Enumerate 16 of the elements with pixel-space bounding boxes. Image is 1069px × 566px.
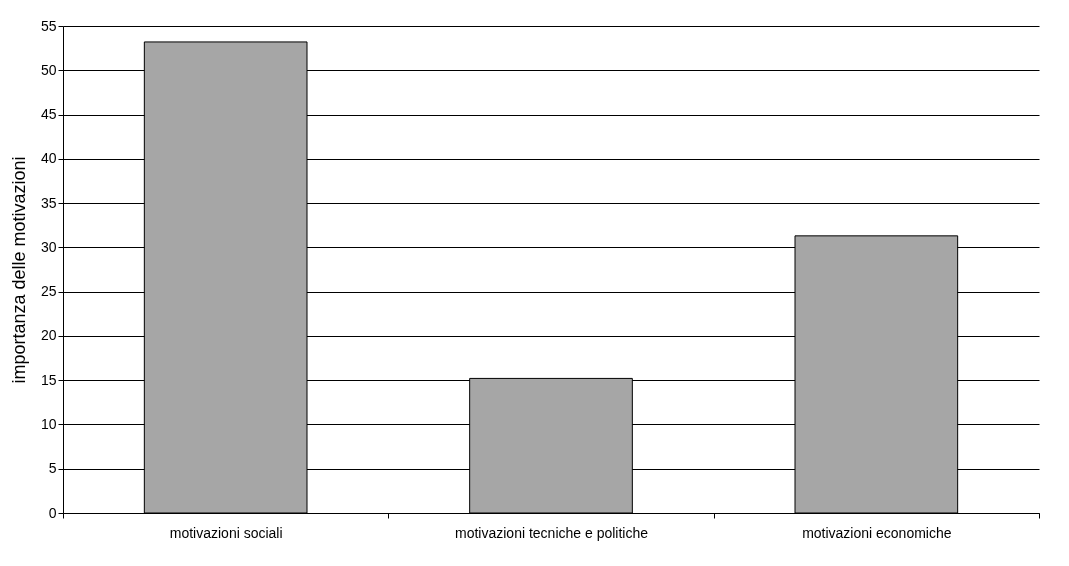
y-tick-label: 20 [40, 327, 57, 344]
y-tick-label: 15 [40, 371, 57, 388]
y-tick-label: 5 [48, 460, 57, 477]
y-tick-label: 0 [48, 504, 57, 521]
x-tick-label: motivazioni economiche [802, 524, 952, 541]
y-tick-label: 30 [40, 238, 57, 255]
y-tick-label: 55 [40, 17, 57, 34]
y-tick-label: 25 [40, 283, 57, 300]
y-axis-title: importanza delle motivazioni [8, 156, 29, 384]
y-tick-label: 40 [40, 150, 57, 167]
y-tick-label: 45 [40, 106, 57, 123]
x-tick-label: motivazioni tecniche e politiche [455, 524, 649, 541]
x-tick-label: motivazioni sociali [169, 524, 283, 541]
y-tick-label: 10 [40, 415, 57, 432]
y-tick-label: 50 [40, 61, 57, 78]
y-tick-label: 35 [40, 194, 57, 211]
